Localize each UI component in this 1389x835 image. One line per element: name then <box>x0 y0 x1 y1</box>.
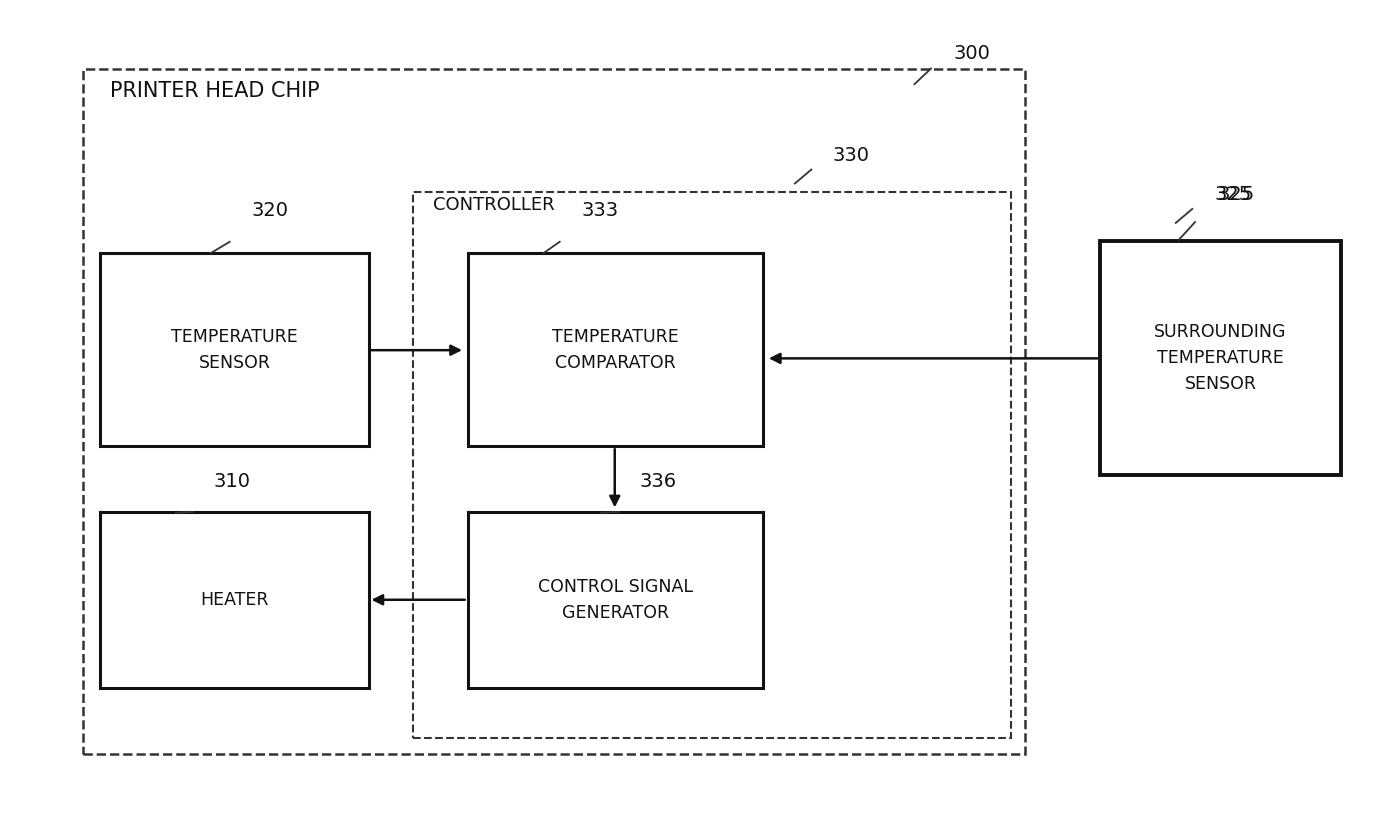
Text: 310: 310 <box>213 473 250 492</box>
Text: 330: 330 <box>832 145 870 164</box>
Text: 325: 325 <box>1214 185 1251 204</box>
Text: 300: 300 <box>953 43 990 63</box>
Text: TEMPERATURE
SENSOR: TEMPERATURE SENSOR <box>171 327 297 372</box>
Text: HEATER: HEATER <box>200 591 269 610</box>
Bar <box>82 68 1025 754</box>
Text: 320: 320 <box>251 201 289 220</box>
Text: CONTROLLER: CONTROLLER <box>433 196 554 214</box>
Bar <box>468 512 764 689</box>
Text: 325: 325 <box>1217 185 1254 204</box>
Text: SURROUNDING
TEMPERATURE
SENSOR: SURROUNDING TEMPERATURE SENSOR <box>1154 322 1286 393</box>
Text: TEMPERATURE
COMPARATOR: TEMPERATURE COMPARATOR <box>551 327 679 372</box>
Text: PRINTER HEAD CHIP: PRINTER HEAD CHIP <box>110 81 319 101</box>
Text: CONTROL SIGNAL
GENERATOR: CONTROL SIGNAL GENERATOR <box>538 578 693 622</box>
Bar <box>100 253 368 446</box>
Text: 333: 333 <box>582 201 619 220</box>
Bar <box>100 512 368 689</box>
Text: 336: 336 <box>639 473 676 492</box>
Bar <box>468 253 764 446</box>
Bar <box>1100 241 1340 475</box>
Bar <box>413 192 1011 738</box>
